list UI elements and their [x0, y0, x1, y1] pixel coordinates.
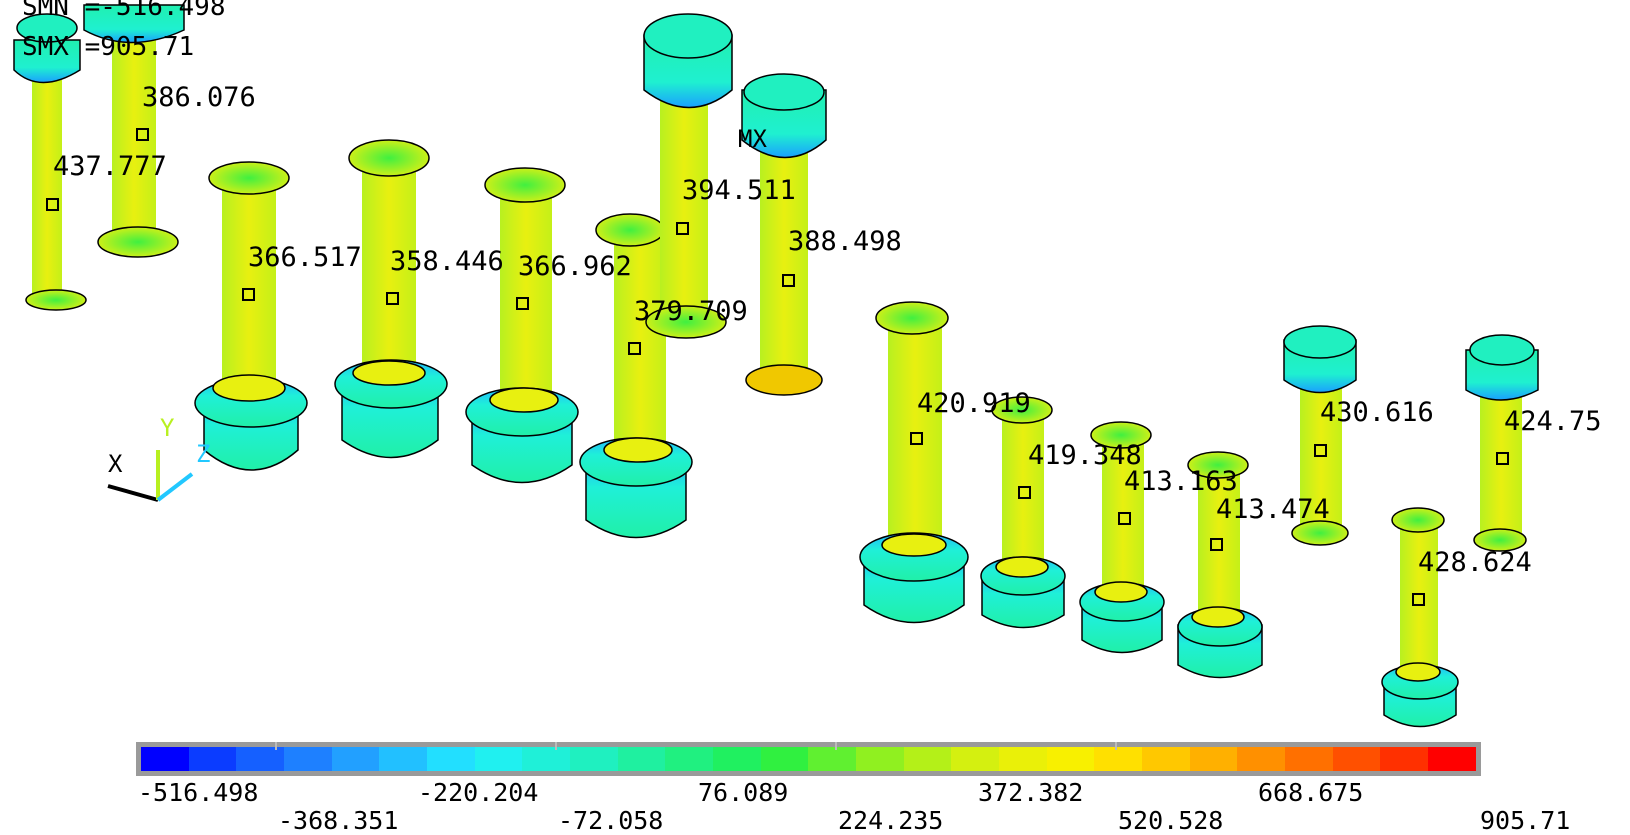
colorbar-tick: [275, 742, 277, 750]
colorbar-segment: [474, 747, 523, 771]
column-2: [83, 4, 185, 258]
colorbar-segment: [1428, 747, 1476, 771]
query-marker-10[interactable]: [1018, 486, 1031, 499]
colorbar-segment: [1142, 747, 1190, 771]
colorbar-segment: [951, 747, 1000, 771]
smx-readout: SMX =905.71: [22, 32, 195, 62]
colorbar-label: 372.382: [978, 778, 1084, 807]
colorbar-segment: [1094, 747, 1143, 771]
colorbar-segment: [1189, 747, 1238, 771]
column-5: [465, 167, 579, 484]
colorbar-label: 76.089: [698, 778, 789, 807]
nodal-value-4: 358.446: [390, 246, 504, 277]
column-3: [194, 161, 308, 471]
axis-z-label: Z: [196, 440, 210, 468]
nodal-value-12: 413.474: [1216, 494, 1330, 525]
colorbar-tick: [555, 742, 557, 750]
colorbar-segment: [427, 747, 475, 771]
nodal-value-7: 394.511: [682, 175, 796, 206]
colorbar-segment: [188, 747, 237, 771]
query-marker-13[interactable]: [1314, 444, 1327, 457]
column-4: [334, 139, 448, 459]
colorbar-tick: [1115, 742, 1117, 750]
contour-colorbar: [136, 742, 1481, 776]
column-13: [1283, 325, 1357, 546]
query-marker-12[interactable]: [1210, 538, 1223, 551]
colorbar-segment: [1332, 747, 1381, 771]
query-marker-5[interactable]: [516, 297, 529, 310]
query-marker-11[interactable]: [1118, 512, 1131, 525]
colorbar-label: 224.235: [838, 806, 944, 835]
colorbar-segment: [760, 747, 809, 771]
nodal-value-11: 413.163: [1124, 466, 1238, 497]
column-1: [13, 13, 87, 311]
colorbar-tick: [835, 742, 837, 750]
colorbar-label: -516.498: [138, 778, 259, 807]
nodal-value-10: 419.348: [1028, 440, 1142, 471]
colorbar-segment: [331, 747, 380, 771]
query-marker-2[interactable]: [136, 128, 149, 141]
query-marker-14[interactable]: [1412, 593, 1425, 606]
colorbar-label: 520.528: [1118, 806, 1224, 835]
colorbar-segment: [1285, 747, 1333, 771]
colorbar-segment: [856, 747, 904, 771]
axis-x-label: X: [108, 450, 123, 478]
nodal-value-1: 437.777: [53, 151, 167, 182]
colorbar-segment: [570, 747, 618, 771]
nodal-value-5: 366.962: [518, 251, 632, 282]
colorbar-segment: [1237, 747, 1286, 771]
query-marker-6[interactable]: [628, 342, 641, 355]
colorbar-segment: [379, 747, 428, 771]
query-marker-3[interactable]: [242, 288, 255, 301]
axis-y-label: Y: [160, 414, 175, 442]
column-11: [1079, 421, 1165, 654]
column-15: [1465, 334, 1539, 552]
query-marker-8[interactable]: [782, 274, 795, 287]
nodal-value-14: 428.624: [1418, 547, 1532, 578]
colorbar-segment: [617, 747, 666, 771]
column-9: [859, 301, 969, 624]
smn-readout: SMN =-516.498: [22, 0, 226, 22]
colorbar-segment: [1380, 747, 1429, 771]
query-marker-4[interactable]: [386, 292, 399, 305]
colorbar-label: -368.351: [278, 806, 399, 835]
colorbar-segment: [665, 747, 714, 771]
nodal-value-3: 366.517: [248, 242, 362, 273]
axis-triad-icon: X Y Z: [107, 414, 210, 502]
colorbar-segment: [808, 747, 857, 771]
query-marker-15[interactable]: [1496, 452, 1509, 465]
nodal-value-9: 420.919: [917, 388, 1031, 419]
nodal-value-13: 430.616: [1320, 397, 1434, 428]
nodal-value-15: 424.75: [1504, 406, 1602, 437]
column-7: [643, 13, 733, 339]
colorbar-label: -220.204: [418, 778, 539, 807]
query-marker-9[interactable]: [910, 432, 923, 445]
nodal-value-2: 386.076: [142, 82, 256, 113]
colorbar-segment: [141, 747, 189, 771]
colorbar-segment: [999, 747, 1047, 771]
column-12: [1177, 451, 1263, 679]
colorbar-segment: [713, 747, 761, 771]
max-marker-label: MX: [738, 125, 767, 153]
query-marker-7[interactable]: [676, 222, 689, 235]
column-6: [579, 213, 693, 539]
colorbar-label: -72.058: [558, 806, 664, 835]
colorbar-segment: [903, 747, 952, 771]
colorbar-segment: [284, 747, 332, 771]
colorbar-label: 668.675: [1258, 778, 1364, 807]
colorbar-label: 905.71: [1480, 806, 1571, 835]
query-marker-1[interactable]: [46, 198, 59, 211]
nodal-value-6: 379.709: [634, 296, 748, 327]
column-10: [980, 396, 1066, 629]
colorbar-segment: [522, 747, 571, 771]
colorbar-segment: [236, 747, 285, 771]
nodal-value-8: 388.498: [788, 226, 902, 257]
column-14: [1381, 507, 1459, 728]
colorbar-segment: [1046, 747, 1095, 771]
column-8: [741, 73, 827, 396]
